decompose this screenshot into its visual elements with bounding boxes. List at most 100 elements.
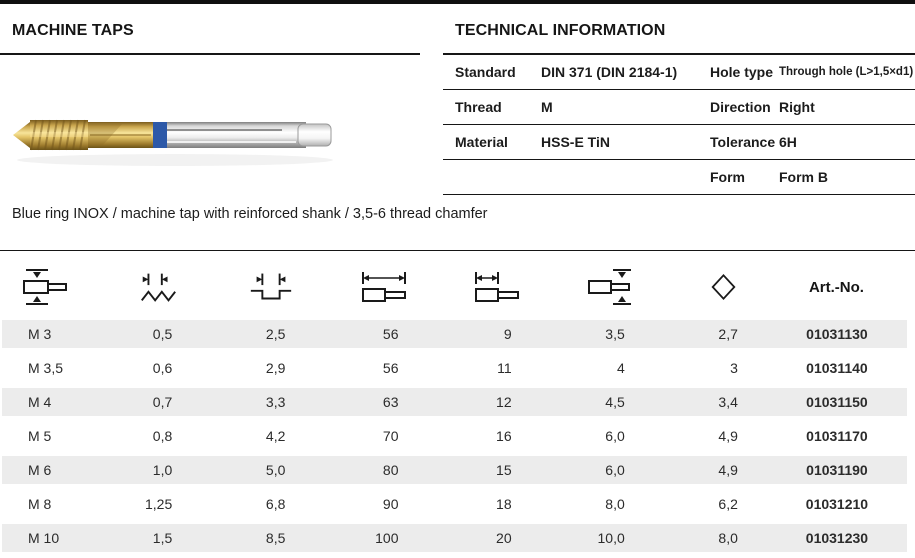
size-cell-core-hole-depth: 5,0 [228, 456, 342, 484]
size-cell-square: 2,7 [680, 320, 794, 348]
size-cell-thread: M 3 [2, 320, 116, 348]
tech-label: Tolerance [698, 124, 778, 160]
size-cell-overall-length: 56 [341, 320, 455, 348]
tech-label: Material [443, 124, 540, 160]
tech-value: Right [778, 89, 915, 125]
size-cell-overall-length: 70 [382, 428, 399, 444]
tech-info-row: Standard DIN 371 (DIN 2184-1) Hole type Thr… [443, 54, 915, 90]
size-cell-overall-length: 90 [382, 496, 399, 512]
size-cell-shank-diameter: 8,0 [605, 496, 625, 512]
size-cell-thread-length: 18 [496, 496, 512, 512]
top-accent-bar [0, 0, 915, 4]
tech-value: Form B [778, 159, 915, 195]
size-cell-thread-length: 15 [454, 456, 568, 484]
thread-diameter-icon [2, 260, 115, 314]
size-cell-shank-diameter: 10,0 [567, 524, 681, 552]
tech-value: DIN 371 (DIN 2184-1) [540, 54, 698, 90]
size-table-header-row: Art.-No. [2, 260, 907, 314]
size-cell-thread-length: 12 [454, 388, 568, 416]
size-cell-pitch: 0,6 [152, 360, 173, 376]
page-title-machine-taps: MACHINE TAPS [12, 22, 134, 39]
size-cell-pitch: 1,25 [145, 496, 173, 512]
size-cell-core-hole-depth: 2,5 [228, 320, 342, 348]
tap-square-end [297, 123, 332, 147]
size-cell-shank-diameter: 6,0 [567, 456, 681, 484]
tech-info-row: Material HSS-E TiN Tolerance 6H [443, 124, 915, 160]
size-cell-art-no: 01031130 [793, 320, 907, 348]
size-cell-art-no: 01031140 [806, 360, 868, 376]
machine-tap-photo [13, 119, 333, 166]
size-table-top-divider [0, 250, 915, 251]
tap-point [13, 122, 30, 148]
size-cell-overall-length: 56 [382, 360, 399, 376]
size-cell-shank-diameter: 6,0 [605, 428, 625, 444]
size-cell-thread-length: 11 [497, 360, 512, 376]
size-table-row: M 6 1,0 5,0 80 15 6,0 4,9 01031190 [2, 456, 907, 484]
size-cell-thread: M 3,5 [28, 360, 64, 376]
size-cell-overall-length: 80 [341, 456, 455, 484]
section-title-technical-information: TECHNICAL INFORMATION [455, 22, 666, 39]
tech-value: HSS-E TiN [540, 124, 698, 160]
size-cell-pitch: 0,7 [115, 388, 229, 416]
size-table-row: M 8 1,25 6,8 90 18 8,0 6,2 01031210 [2, 490, 907, 518]
tech-label: Standard [443, 54, 540, 90]
size-cell-overall-length: 63 [341, 388, 455, 416]
shank-diameter-icon [568, 260, 681, 314]
size-cell-thread: M 8 [28, 496, 52, 512]
size-cell-art-no: 01031150 [793, 388, 907, 416]
size-cell-thread: M 6 [2, 456, 116, 484]
size-cell-core-hole-depth: 3,3 [228, 388, 342, 416]
blue-ring [153, 122, 167, 148]
size-cell-thread-length: 20 [454, 524, 568, 552]
size-cell-thread: M 4 [2, 388, 116, 416]
size-cell-pitch: 1,5 [115, 524, 229, 552]
size-cell-square: 4,9 [680, 456, 794, 484]
tap-shank [167, 122, 306, 148]
size-table: Art.-No. M 3 0,5 2,5 56 9 3,5 2,7 01031130 M 3,5… [2, 254, 907, 558]
pitch-icon [115, 260, 228, 314]
core-hole-depth-icon [228, 260, 341, 314]
size-table-row: M 5 0,8 4,2 70 16 6,0 4,9 01031170 [2, 422, 907, 450]
square-drive-icon [681, 260, 794, 314]
size-cell-thread: M 5 [28, 428, 52, 444]
tech-value: M [540, 89, 698, 125]
tech-label: Thread [443, 89, 540, 125]
tech-label: Direction [698, 89, 778, 125]
tech-label [443, 159, 540, 195]
size-cell-shank-diameter: 3,5 [567, 320, 681, 348]
tap-neck-section [88, 122, 154, 148]
thread-length-icon [455, 260, 568, 314]
size-cell-art-no: 01031170 [806, 428, 868, 444]
size-cell-core-hole-depth: 6,8 [265, 496, 286, 512]
size-cell-shank-diameter: 4 [616, 360, 625, 376]
tech-value: Through hole (L>1,5×d1) [778, 54, 915, 90]
tech-info-row: Form Form B [443, 159, 915, 195]
size-cell-shank-diameter: 4,5 [567, 388, 681, 416]
size-cell-square: 3 [730, 360, 738, 376]
product-description: Blue ring INOX / machine tap with reinfo… [12, 206, 488, 222]
photo-shadow [17, 154, 333, 166]
size-table-row: M 10 1,5 8,5 100 20 10,0 8,0 01031230 [2, 524, 907, 552]
art-no-header: Art.-No. [808, 278, 864, 296]
tap-thread-section [30, 119, 88, 151]
size-cell-thread-length: 16 [496, 428, 512, 444]
size-cell-art-no: 01031190 [793, 456, 907, 484]
tech-value [540, 159, 698, 195]
tech-label: Form [698, 159, 778, 195]
size-table-row: M 4 0,7 3,3 63 12 4,5 3,4 01031150 [2, 388, 907, 416]
overall-length-icon [341, 260, 454, 314]
size-cell-thread-length: 9 [454, 320, 568, 348]
size-table-row: M 3,5 0,6 2,9 56 11 4 3 01031140 [2, 354, 907, 382]
size-cell-pitch: 0,8 [152, 428, 173, 444]
tech-info-row: Thread M Direction Right [443, 89, 915, 125]
size-cell-art-no: 01031210 [805, 496, 869, 512]
size-cell-square: 6,2 [718, 496, 738, 512]
size-cell-pitch: 1,0 [115, 456, 229, 484]
size-cell-square: 3,4 [680, 388, 794, 416]
size-cell-core-hole-depth: 8,5 [228, 524, 342, 552]
size-table-row: M 3 0,5 2,5 56 9 3,5 2,7 01031130 [2, 320, 907, 348]
technical-info-table: Standard DIN 371 (DIN 2184-1) Hole type Thr… [443, 53, 915, 195]
tech-value: 6H [778, 124, 915, 160]
size-cell-core-hole-depth: 4,2 [265, 428, 286, 444]
